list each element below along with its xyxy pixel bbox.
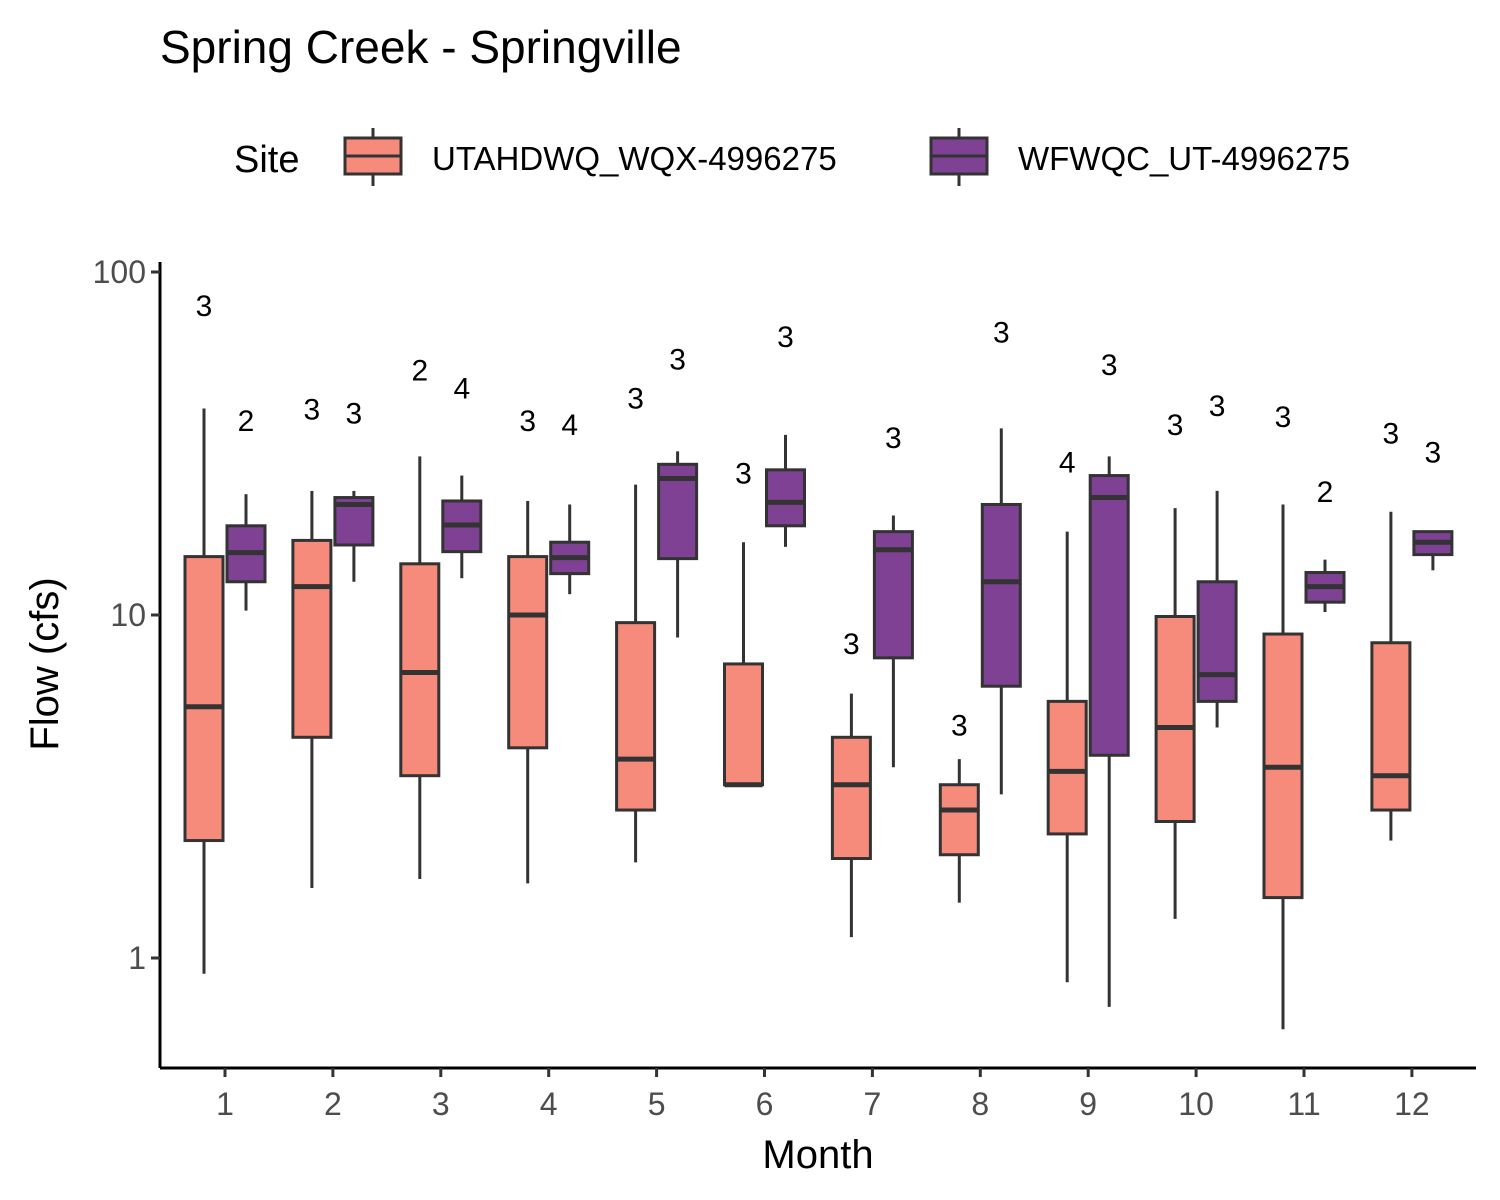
box-utahdwq-month-3 <box>399 456 441 879</box>
box-body <box>938 783 980 857</box>
count-label: 4 <box>453 373 470 406</box>
box-body <box>830 735 872 861</box>
count-label: 3 <box>304 393 321 426</box>
box-utahdwq-month-11 <box>1262 504 1304 1030</box>
count-label: 3 <box>951 709 968 742</box>
box-wfwqc-month-1 <box>225 494 267 611</box>
count-label: 2 <box>238 405 255 438</box>
legend-title: Site <box>234 139 299 181</box>
count-label: 3 <box>993 317 1010 350</box>
x-tick-label: 9 <box>1079 1086 1097 1122</box>
box-body <box>1370 641 1412 812</box>
box-body <box>765 468 806 528</box>
x-tick-label: 11 <box>1287 1086 1320 1122</box>
box-utahdwq-month-5 <box>615 484 657 863</box>
y-tick-label: 10 <box>110 597 146 633</box>
box-body <box>291 538 333 739</box>
x-tick-label: 4 <box>540 1086 558 1122</box>
legend-key-utahdwq <box>343 128 403 186</box>
y-tick-label: 100 <box>93 254 146 290</box>
count-label: 3 <box>519 405 536 438</box>
count-label: 3 <box>843 628 860 661</box>
box-body <box>723 662 764 787</box>
box-wfwqc-month-6 <box>765 434 806 547</box>
x-tick-label: 7 <box>864 1086 882 1122</box>
box-body <box>1088 474 1130 757</box>
count-label: 3 <box>777 321 794 354</box>
count-label: 4 <box>1059 447 1076 480</box>
x-tick-label: 10 <box>1178 1086 1214 1122</box>
legend-key-wfwqc <box>929 128 989 186</box>
x-tick-label: 6 <box>756 1086 774 1122</box>
count-label: 3 <box>1209 390 1226 423</box>
box-wfwqc-month-5 <box>657 451 699 638</box>
x-tick-label: 1 <box>216 1086 234 1122</box>
x-tick-label: 3 <box>432 1086 450 1122</box>
count-label: 3 <box>1101 349 1118 382</box>
count-label: 3 <box>627 383 644 416</box>
count-label: 3 <box>1383 418 1400 451</box>
box-body <box>872 530 914 660</box>
box-utahdwq-month-1 <box>183 408 225 974</box>
box-body <box>507 555 549 750</box>
chart-title: Spring Creek - Springville <box>160 21 682 73</box>
y-axis-title: Flow (cfs) <box>23 577 67 750</box>
x-tick-label: 2 <box>324 1086 342 1122</box>
box-utahdwq-month-10 <box>1154 508 1196 919</box>
box-utahdwq-month-6 <box>723 542 764 788</box>
legend-label-wfwqc: WFWQC_UT-4996275 <box>1018 140 1350 177</box>
box-wfwqc-month-2 <box>333 490 375 582</box>
box-utahdwq-month-2 <box>291 490 333 888</box>
y-axis: 1 10 100 <box>93 254 162 1068</box>
box-wfwqc-month-3 <box>441 475 483 579</box>
x-tick-label: 8 <box>971 1086 989 1122</box>
box-wfwqc-month-9 <box>1088 456 1130 1007</box>
box-body <box>615 621 657 812</box>
count-label: 3 <box>735 458 752 491</box>
box-utahdwq-month-4 <box>507 500 549 884</box>
count-label: 2 <box>411 354 428 387</box>
x-tick-label: 5 <box>648 1086 666 1122</box>
box-utahdwq-month-7 <box>830 693 872 938</box>
count-label: 3 <box>1167 409 1184 442</box>
x-axis-title: Month <box>762 1133 873 1177</box>
box-body <box>183 555 225 843</box>
count-label: 3 <box>1425 436 1442 469</box>
count-label: 2 <box>1317 476 1334 509</box>
box-wfwqc-month-8 <box>980 428 1022 795</box>
count-label: 3 <box>885 422 902 455</box>
count-label: 4 <box>561 409 578 442</box>
box-utahdwq-month-8 <box>938 759 980 903</box>
box-body <box>980 502 1022 688</box>
legend: Site UTAHDWQ_WQX-4996275 WFWQC_UT-499627… <box>234 128 1350 186</box>
legend-label-utahdwq: UTAHDWQ_WQX-4996275 <box>432 140 837 177</box>
x-axis: 1 2 3 4 5 6 7 8 9 10 11 12 <box>160 1066 1476 1122</box>
count-label: 3 <box>669 343 686 376</box>
box-wfwqc-month-11 <box>1304 559 1346 613</box>
count-label: 3 <box>196 290 213 323</box>
box-wfwqc-month-12 <box>1412 530 1454 571</box>
box-wfwqc-month-10 <box>1196 490 1238 728</box>
box-utahdwq-month-9 <box>1046 531 1088 983</box>
box-body <box>399 562 441 778</box>
x-tick-label: 12 <box>1394 1086 1430 1122</box>
box-body <box>1046 699 1088 836</box>
box-wfwqc-month-4 <box>549 504 591 595</box>
y-tick-label: 1 <box>128 940 146 976</box>
box-body <box>1196 580 1238 703</box>
box-wfwqc-month-7 <box>872 515 914 768</box>
box-body <box>1154 614 1196 824</box>
box-utahdwq-month-12 <box>1370 511 1412 841</box>
count-label: 3 <box>1275 401 1292 434</box>
count-label: 3 <box>346 397 363 430</box>
